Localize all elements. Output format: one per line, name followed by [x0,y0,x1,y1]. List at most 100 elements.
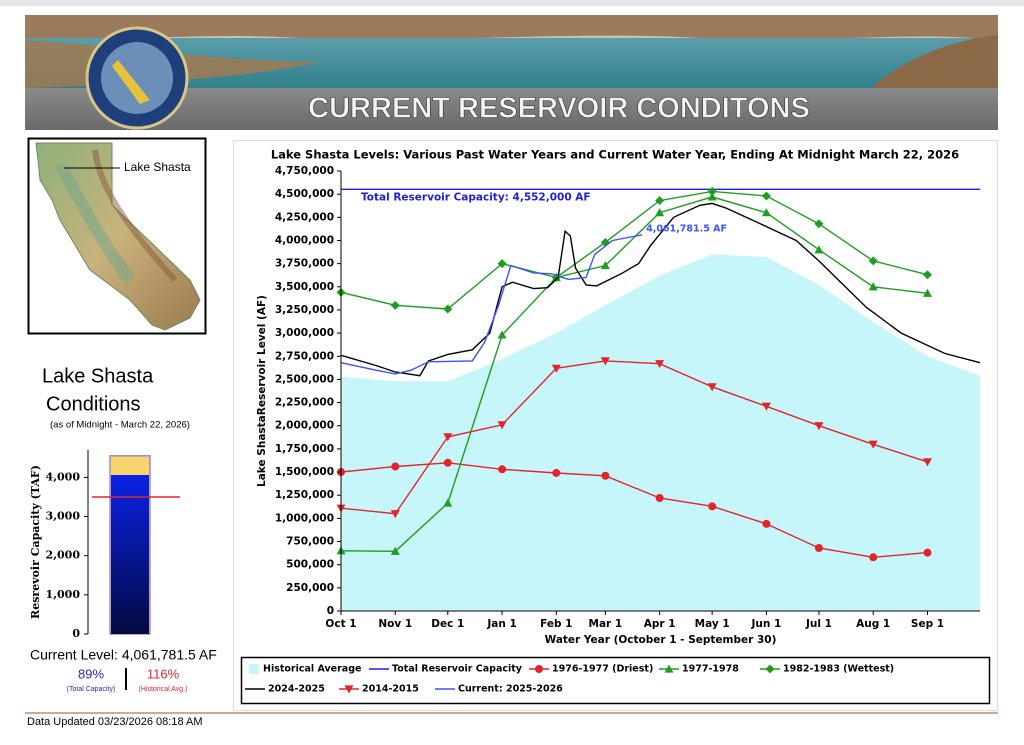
x-tick-label: Mar 1 [589,618,623,630]
marker [814,422,824,431]
marker [707,192,717,201]
series-line [340,202,981,377]
legend-label: 2024-2025 [268,684,325,695]
y-tick-label: 3,000,000 [275,327,334,339]
series-line [340,360,928,515]
y-tick-label: 1,000,000 [275,512,334,524]
marker [390,546,400,555]
legend-label: 1982-1983 (Wettest) [783,664,894,675]
marker [655,208,665,217]
marker [708,502,717,511]
marker [497,259,507,269]
legend-label: 2014-2015 [362,684,419,695]
current-label: 4,061,781.5 AF [646,223,727,234]
y-axis-label: Resrevoir Capacity (TAF) [29,465,42,619]
conditions-title: Lake Shasta [42,365,154,387]
y-tick-label: 4,500,000 [275,188,334,200]
y-tick-label: 500,000 [286,559,334,571]
y-tick-label: 2,250,000 [275,397,334,409]
marker [868,440,878,449]
y-tick-label: 3,000 [46,510,81,523]
x-tick-label: Feb 1 [540,618,572,630]
main-chart: Historical Average Total Reservoir Capaci… [245,165,981,695]
y-tick-label: 3,500,000 [275,281,334,293]
y-tick-label: 3,250,000 [275,304,334,316]
marker [664,664,674,673]
conditions-title: Conditions [46,393,141,415]
marker [922,288,932,297]
x-tick-label: Dec 1 [431,618,464,630]
marker [443,458,452,467]
marker [922,270,932,280]
area [341,254,980,611]
marker [443,498,453,507]
x-tick-label: Jan 1 [486,618,516,630]
y-tick-label: 1,250,000 [275,489,334,501]
y-tick-label: 0 [72,627,80,640]
x-tick-label: Jul 1 [805,618,832,630]
marker [344,685,354,694]
gauge: 0 1,000 2,000 3,000 4,000 Resrevoir Capacity … [29,450,180,640]
marker [761,191,771,201]
x-tick-label: Sep 1 [911,618,944,630]
y-tick-label: 4,000 [46,470,81,483]
legend-label: 1976-1977 (Driest) [552,664,653,675]
y-tick-label: 0 [327,605,334,617]
marker [923,548,932,557]
marker [655,360,665,369]
x-tick-label: Apr 1 [644,618,676,630]
capacity-percent: 89% [78,666,104,681]
y-tick-label: 4,000,000 [275,234,334,246]
legend-label: Current: 2025-2026 [458,684,563,695]
x-tick-label: Jun 1 [751,618,782,630]
marker [390,510,400,519]
marker [761,208,771,217]
marker [868,282,878,291]
legend-swatch [249,664,259,674]
marker [443,304,453,314]
top-strip [0,0,1024,6]
marker [655,493,664,502]
marker [707,186,717,196]
marker [922,458,932,467]
y-axis-label: Lake ShastaReservoir Level (AF) [256,295,268,487]
y-tick-label: 750,000 [286,536,334,548]
series-line [340,190,928,310]
header-title: CURRENT RESERVOIR CONDITONS [308,93,810,125]
x-axis-label: Water Year (October 1 - September 30) [545,634,777,646]
x-tick-label: May 1 [695,618,730,630]
current-level: Current Level: 4,061,781.5 AF [30,647,217,663]
marker [868,256,878,266]
series-line [340,234,643,375]
footer-updated: Data Updated 03/23/2026 08:18 AM [27,716,203,728]
marker [497,330,507,339]
y-tick-label: 2,750,000 [275,350,334,362]
marker [443,433,453,442]
marker [498,465,507,474]
y-tick-label: 2,500,000 [275,373,334,385]
marker [600,357,610,366]
marker [655,196,665,206]
marker [761,402,771,411]
x-tick-label: Aug 1 [856,618,890,630]
as-of: (as of Midnight - March 22, 2026) [50,420,190,431]
legend-label: Historical Average [263,664,361,675]
y-tick-label: 1,500,000 [275,466,334,478]
y-tick-label: 1,750,000 [275,443,334,455]
legend-label: 1977-1978 [682,664,739,675]
historical-caption: (Historical Avg.) [139,686,188,693]
marker [765,664,775,674]
y-tick-label: 250,000 [286,582,334,594]
legend [240,656,991,705]
series-line [340,462,928,559]
y-tick-label: 2,000,000 [275,420,334,432]
marker [497,421,507,430]
y-tick-label: 4,750,000 [275,165,334,177]
marker [535,665,543,673]
map-label: Lake Shasta [124,160,191,174]
marker [601,471,610,480]
y-tick-label: 3,750,000 [275,258,334,270]
historical-percent: 116% [147,666,180,681]
chart-title: Lake Shasta Levels: Various Past Water Y… [271,148,959,162]
